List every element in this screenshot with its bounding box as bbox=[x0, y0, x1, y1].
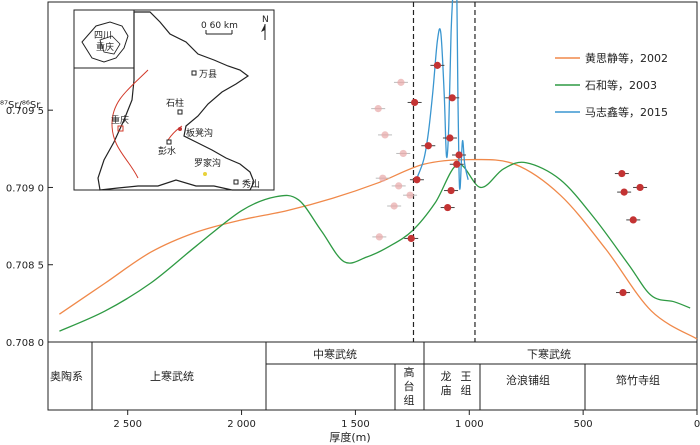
y-tick-label: 0.709 5 bbox=[6, 106, 44, 117]
locator-label-chongqing: 重庆 bbox=[96, 41, 114, 53]
map-label-wanxian: 万县 bbox=[199, 69, 217, 80]
data-point bbox=[446, 134, 454, 142]
x-tick-label: 2 000 bbox=[227, 419, 256, 430]
data-points bbox=[371, 61, 648, 297]
data-point bbox=[406, 191, 414, 199]
data-point bbox=[411, 98, 419, 107]
data-point bbox=[636, 183, 644, 192]
map-label-bandenggou: 板凳沟 bbox=[186, 127, 213, 139]
map-label-pengshui: 彭水 bbox=[158, 145, 176, 157]
data-point bbox=[444, 203, 452, 212]
data-point bbox=[413, 176, 421, 184]
data-point bbox=[448, 94, 456, 102]
marker-luojiagou bbox=[203, 172, 207, 176]
data-point bbox=[424, 142, 432, 150]
series-lines bbox=[59, 0, 698, 340]
strat-column: 奥陶系 上寒武统 中寒武统 下寒武统 高台组 龙王庙组 沧浪铺组 筇竹寺组 bbox=[47, 341, 698, 411]
x-tick-label: 1 500 bbox=[341, 419, 370, 430]
x-axis-label: 厚度(m) bbox=[329, 430, 370, 444]
strat-formation-longwangmiao: 龙王庙组 bbox=[441, 370, 472, 397]
inset-map: 四川 重庆 0 60 km N 万县 石柱 重庆 板凳沟 彭水 罗家沟 秀山 bbox=[73, 9, 275, 191]
y-tick-label: 0.709 0 bbox=[6, 183, 44, 194]
red-boundary-2 bbox=[167, 125, 183, 141]
locator-label-sichuan: 四川 bbox=[94, 31, 112, 41]
marker-shizhu bbox=[177, 109, 183, 115]
x-ticks: 2 500 2 000 1 500 1 000 500 0 bbox=[113, 410, 700, 430]
data-point bbox=[447, 186, 455, 195]
data-point bbox=[375, 233, 383, 241]
y-axis-label: ⁸⁷Sr/⁸⁶Sr bbox=[0, 100, 41, 111]
map-scale-label: 0 60 km bbox=[201, 21, 238, 31]
data-point bbox=[399, 149, 407, 158]
data-point bbox=[618, 169, 626, 178]
data-point bbox=[629, 216, 637, 224]
series-line-1 bbox=[59, 161, 691, 332]
map-label-xiushan: 秀山 bbox=[242, 178, 260, 190]
marker-xiushan bbox=[233, 179, 239, 185]
series-line-2 bbox=[416, 0, 469, 191]
x-tick-label: 2 500 bbox=[113, 419, 142, 430]
legend-label: 马志鑫等，2015 bbox=[585, 105, 668, 119]
data-point bbox=[620, 188, 628, 196]
data-point bbox=[433, 61, 441, 69]
strat-system-upper-cambrian: 上寒武统 bbox=[150, 369, 194, 383]
marker-pengshui bbox=[166, 139, 172, 145]
chongqing-outline bbox=[97, 11, 255, 191]
strat-group-middle: 中寒武统 bbox=[313, 347, 357, 361]
map-label-shizhu: 石柱 bbox=[166, 97, 184, 109]
data-point bbox=[397, 78, 405, 86]
legend: 黄思静等，2002 石和等，2003 马志鑫等，2015 bbox=[555, 51, 668, 119]
x-tick-label: 1 000 bbox=[455, 419, 484, 430]
data-point bbox=[453, 160, 461, 168]
data-point bbox=[395, 182, 403, 190]
north-label: N bbox=[262, 15, 269, 25]
legend-label: 黄思静等，2002 bbox=[585, 51, 668, 65]
strat-formation-qiongzhusi: 筇竹寺组 bbox=[616, 373, 660, 387]
map-label-chongqing: 重庆 bbox=[111, 114, 129, 126]
data-point bbox=[381, 131, 389, 139]
data-point bbox=[379, 174, 387, 182]
legend-label: 石和等，2003 bbox=[585, 78, 657, 92]
series-line-0 bbox=[59, 158, 698, 340]
y-tick-label: 0.708 5 bbox=[6, 261, 44, 272]
x-tick-label: 0 bbox=[694, 419, 700, 430]
locator-sichuan-outline bbox=[81, 21, 129, 63]
data-point bbox=[374, 105, 382, 113]
x-tick-label: 500 bbox=[574, 419, 593, 430]
data-point bbox=[619, 288, 627, 297]
red-boundary bbox=[111, 69, 149, 179]
locator-chongqing-outline bbox=[99, 35, 121, 55]
map-label-luojiagou: 罗家沟 bbox=[194, 157, 221, 169]
marker-wanxian bbox=[191, 70, 197, 76]
data-point bbox=[407, 234, 415, 243]
strat-formation-gaotai: 高台组 bbox=[404, 365, 415, 407]
strat-system-ordovician: 奥陶系 bbox=[50, 369, 83, 383]
data-point bbox=[390, 202, 398, 210]
y-ticks: 0.708 0 0.708 5 0.709 0 0.709 5 bbox=[6, 106, 53, 349]
data-point bbox=[455, 151, 463, 159]
strat-formation-canglangpu: 沧浪铺组 bbox=[506, 373, 550, 387]
marker-bandenggou bbox=[178, 127, 182, 131]
y-tick-label: 0.708 0 bbox=[6, 338, 44, 349]
strat-group-lower: 下寒武统 bbox=[527, 347, 571, 361]
marker-chongqing bbox=[117, 125, 124, 132]
boundary-lines bbox=[412, 2, 476, 342]
